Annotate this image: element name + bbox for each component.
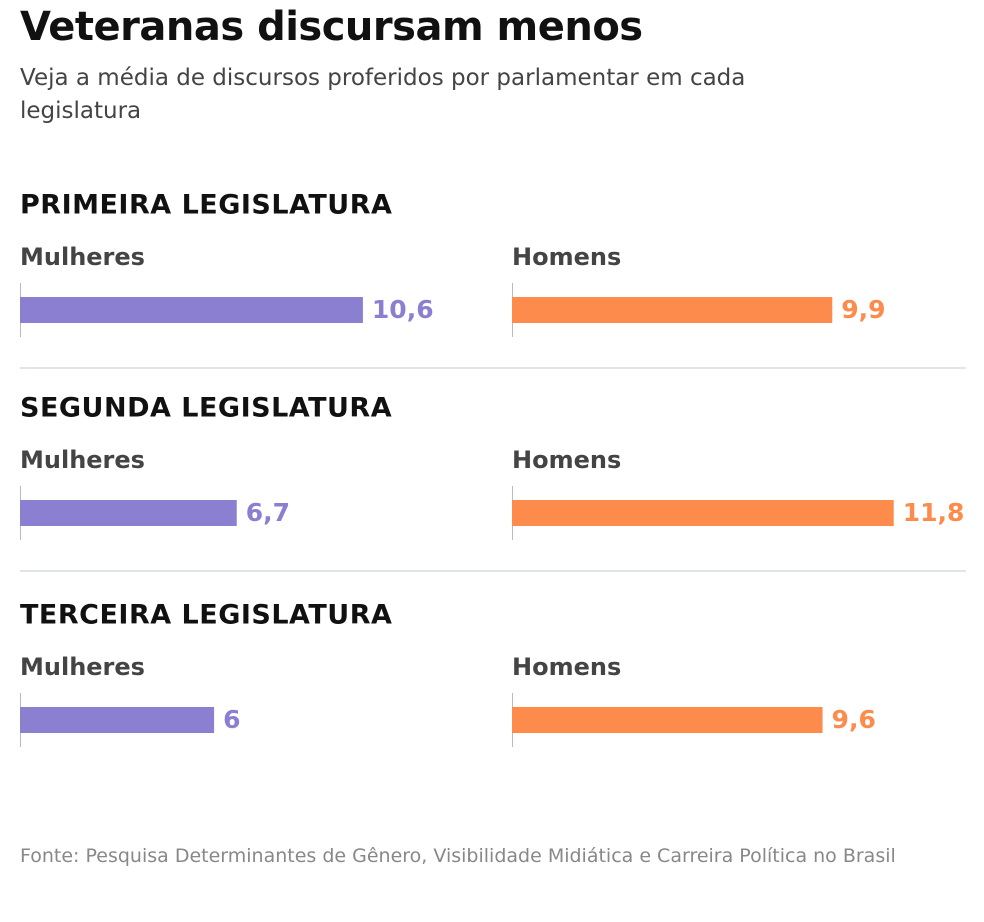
bar (20, 297, 363, 323)
value-label: 6 (223, 705, 240, 734)
value-label: 6,7 (246, 498, 290, 527)
value-label: 11,8 (903, 498, 965, 527)
category-label: Homens (512, 653, 621, 681)
title: Veteranas discursam menos (20, 4, 643, 50)
bar (512, 707, 823, 733)
value-label: 9,9 (841, 295, 885, 324)
category-label: Mulheres (20, 243, 145, 271)
bar (20, 500, 237, 526)
panel-title: TERCEIRA LEGISLATURA (20, 600, 392, 631)
subtitle: Veja a média de discursos proferidos por… (20, 65, 746, 124)
category-label: Mulheres (20, 653, 145, 681)
panel-title: SEGUNDA LEGISLATURA (20, 393, 392, 424)
value-label: 9,6 (832, 705, 876, 734)
source: Fonte: Pesquisa Determinantes de Gênero,… (20, 845, 896, 867)
category-label: Mulheres (20, 446, 145, 474)
category-label: Homens (512, 446, 621, 474)
bar (512, 297, 833, 323)
value-label: 10,6 (372, 295, 434, 324)
category-label: Homens (512, 243, 621, 271)
bar (20, 707, 215, 733)
bar (512, 500, 894, 526)
panel-title: PRIMEIRA LEGISLATURA (20, 190, 392, 221)
